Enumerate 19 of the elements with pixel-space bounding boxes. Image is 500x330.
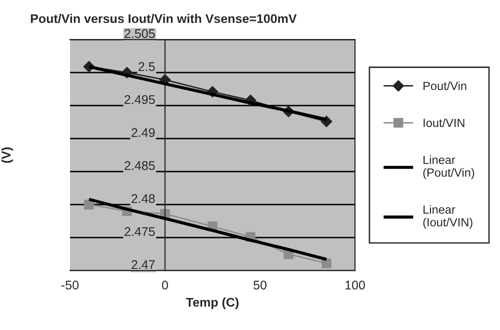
x-tick-label: 50 (254, 280, 266, 290)
legend-label: Iout/VIN (424, 118, 464, 128)
y-tick-label: 2.485 (124, 161, 155, 170)
y-tick-label: 2.49 (132, 128, 155, 137)
legend-label: Linear (Iout/VIN) (423, 205, 472, 229)
x-tick-label: -50 (62, 280, 79, 290)
y-tick-label: 2.495 (124, 95, 155, 104)
x-axis-title: Temp (C) (186, 298, 238, 310)
y-tick-label: 2.5 (138, 62, 155, 71)
chart-title: Pout/Vin versus Iout/Vin with Vsense=100mV (30, 14, 297, 24)
legend-label: Pout/Vin (424, 81, 466, 90)
legend-label: Linear (Pout/Vin) (423, 155, 474, 180)
y-tick-label: 2.475 (124, 227, 155, 236)
y-tick-label: 2.505 (124, 29, 155, 38)
y-tick-label: 2.47 (132, 260, 155, 269)
y-axis-title: (V) (1, 147, 13, 163)
x-tick-label: 100 (346, 280, 365, 290)
y-tick-label: 2.48 (132, 194, 155, 203)
x-tick-label: 0 (162, 280, 168, 290)
